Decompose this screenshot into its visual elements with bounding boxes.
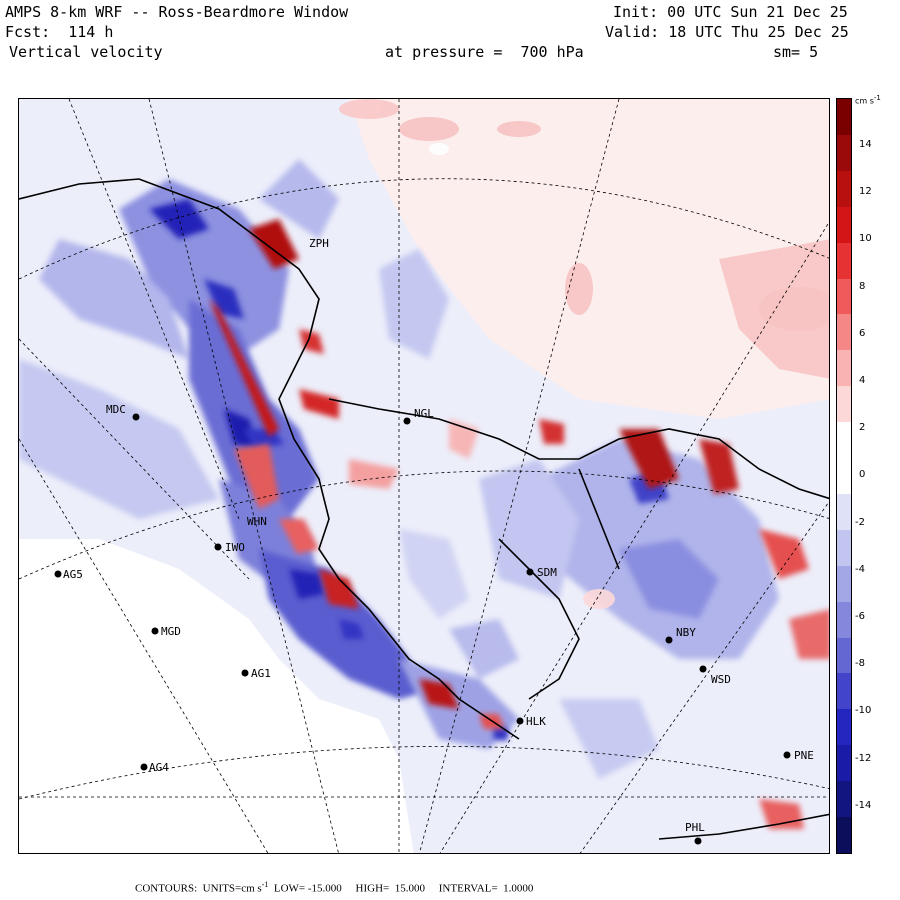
colorbar-tick-label: 2 xyxy=(859,422,866,434)
vertical-velocity-field: ZPH MDC NGL WHN IWO AG5 xyxy=(19,99,829,853)
station-phl[interactable]: PHL xyxy=(685,821,705,845)
map-panel[interactable]: ZPH MDC NGL WHN IWO AG5 xyxy=(18,98,830,854)
station-whn[interactable]: WHN xyxy=(247,515,267,528)
station-ngl[interactable]: NGL xyxy=(403,407,435,425)
pressure-level: at pressure = 700 hPa xyxy=(385,43,584,61)
colorbar-tick-label: -10 xyxy=(855,705,872,717)
coastline xyxy=(19,178,829,840)
variable-name: Vertical velocity xyxy=(9,43,163,61)
svg-text:AG1: AG1 xyxy=(251,667,271,680)
colorbar-tick-label: 14 xyxy=(859,139,872,150)
station-pne[interactable]: PNE xyxy=(783,749,814,762)
station-wsd[interactable]: WSD xyxy=(699,665,731,687)
svg-text:ZPH: ZPH xyxy=(309,237,329,250)
colorbar-tick-label: 12 xyxy=(859,186,872,198)
colorbar-segment xyxy=(837,745,851,782)
colorbar-segment xyxy=(837,134,851,172)
svg-text:PNE: PNE xyxy=(794,749,814,762)
station-ag4[interactable]: AG4 xyxy=(140,761,170,774)
colorbar-segment xyxy=(837,601,851,639)
colorbar-segment xyxy=(837,278,851,316)
colorbar-tick-label: -8 xyxy=(855,658,865,670)
color-bar xyxy=(836,98,852,854)
colorbar-tick-label: 8 xyxy=(859,280,866,292)
ice-shelf-region xyxy=(19,539,414,853)
colorbar-segment xyxy=(837,709,851,746)
colorbar-tick-label: -14 xyxy=(855,799,872,811)
station-zph[interactable]: ZPH xyxy=(309,237,329,250)
station-sdm[interactable]: SDM xyxy=(526,566,558,579)
colorbar-tick-label: 4 xyxy=(859,375,866,386)
smoothing-value: sm= 5 xyxy=(773,43,819,61)
contour-info: CONTOURS: UNITS=cm s-1 LOW= -15.000 HIGH… xyxy=(135,880,534,895)
colorbar-units: cm s-1 xyxy=(855,94,881,106)
colorbar-segment xyxy=(837,242,851,280)
svg-text:WHN: WHN xyxy=(247,515,267,528)
colorbar-segment xyxy=(837,458,851,495)
svg-text:WSD: WSD xyxy=(711,673,731,686)
svg-text:IWO: IWO xyxy=(225,541,245,554)
colorbar-segment xyxy=(837,817,851,853)
colorbar-segment xyxy=(837,673,851,710)
colorbar-segment xyxy=(837,314,851,351)
svg-text:SDM: SDM xyxy=(537,566,557,579)
graticule xyxy=(19,99,829,853)
weak-ascent-area xyxy=(349,99,829,419)
colorbar-tick-label: 0 xyxy=(859,469,866,481)
colorbar-segment xyxy=(837,781,851,818)
station-hlk[interactable]: HLK xyxy=(516,715,547,728)
valid-time: Valid: 18 UTC Thu 25 Dec 25 xyxy=(605,23,849,41)
forecast-hour: Fcst: 114 h xyxy=(5,23,114,41)
colorbar-segment xyxy=(837,386,851,423)
svg-text:AG5: AG5 xyxy=(63,568,83,581)
svg-text:PHL: PHL xyxy=(685,821,705,834)
station-mgd[interactable]: MGD xyxy=(151,625,181,638)
svg-text:MGD: MGD xyxy=(161,625,181,638)
svg-text:MDC: MDC xyxy=(106,403,126,416)
colorbar-segment xyxy=(837,170,851,208)
colorbar-segment xyxy=(837,99,851,136)
init-time: Init: 00 UTC Sun 21 Dec 25 xyxy=(613,3,848,21)
colorbar-tick-label: -2 xyxy=(855,516,865,528)
colorbar-tick-label: 6 xyxy=(859,327,866,339)
colorbar-segment xyxy=(837,422,851,459)
svg-text:AG4: AG4 xyxy=(149,761,169,774)
colorbar-tick-label: -4 xyxy=(855,563,865,575)
svg-text:NGL: NGL xyxy=(414,407,434,420)
colorbar-segment xyxy=(837,529,851,567)
station-ag5[interactable]: AG5 xyxy=(54,568,83,581)
colorbar-segment xyxy=(837,206,851,244)
station-iwo[interactable]: IWO xyxy=(214,541,245,554)
colorbar-segment xyxy=(837,565,851,603)
colorbar-segment xyxy=(837,493,851,531)
station-mdc[interactable]: MDC xyxy=(106,403,140,421)
colorbar-tick-label: -12 xyxy=(855,752,872,764)
colorbar-segment xyxy=(837,637,851,675)
svg-text:NBY: NBY xyxy=(676,626,696,639)
station-nby[interactable]: NBY xyxy=(665,626,697,644)
svg-text:HLK: HLK xyxy=(526,715,546,728)
map-title: AMPS 8-km WRF -- Ross-Beardmore Window xyxy=(5,3,349,21)
station-markers: ZPH MDC NGL WHN IWO AG5 xyxy=(54,237,814,845)
station-ag1[interactable]: AG1 xyxy=(241,667,271,680)
colorbar-tick-label: -6 xyxy=(855,611,865,622)
colorbar-segment xyxy=(837,350,851,387)
colorbar-tick-label: 10 xyxy=(859,233,872,245)
